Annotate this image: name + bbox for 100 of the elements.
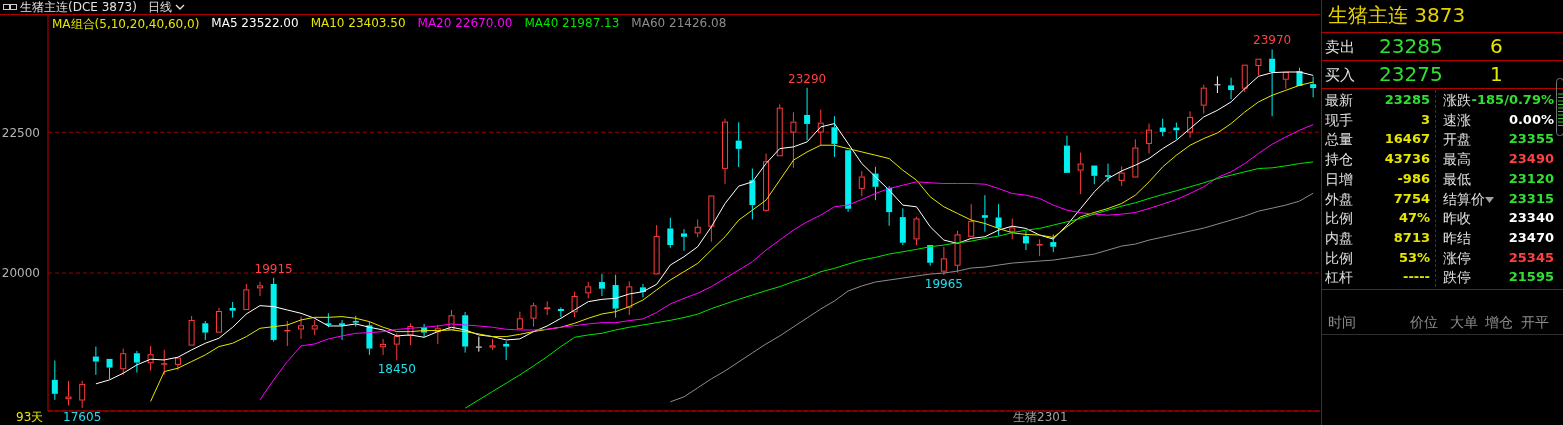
text: 16467 (1384, 130, 1430, 149)
text: 涨跌 (1443, 91, 1471, 109)
candlestick (1159, 118, 1166, 137)
annotation: 18450 (377, 362, 416, 377)
text: 卖出 (1325, 37, 1355, 57)
candlestick (1228, 77, 1235, 100)
text: 25345 (1508, 248, 1554, 267)
text: 93天 (16, 410, 44, 424)
annotation: 19915 (254, 261, 293, 276)
candlestick (1104, 163, 1111, 183)
candlestick (680, 228, 687, 252)
text: 23355 (1508, 130, 1554, 149)
candlestick (298, 316, 305, 340)
candlestick (489, 338, 496, 351)
text: 速涨 (1443, 110, 1471, 129)
text: 开盘 (1443, 130, 1471, 149)
candlestick (503, 340, 510, 361)
text: MA5 23522.00 (211, 16, 299, 32)
text: MA20 22670.00 (417, 16, 513, 32)
text: 7754 (1393, 189, 1430, 208)
text: MA40 21987.13 (524, 16, 620, 32)
text: 3 (1420, 110, 1430, 129)
candlestick (147, 345, 154, 372)
candlestick (544, 300, 551, 316)
text: 1 (1490, 62, 1503, 86)
text: 日增 (1325, 169, 1353, 188)
text: 53% (1398, 248, 1430, 267)
line-series (669, 192, 1314, 403)
candlestick (886, 185, 893, 227)
text: 21595 (1508, 268, 1554, 287)
candlestick (817, 109, 824, 147)
candlestick (229, 301, 236, 319)
chart-subtitle: 日线 (148, 0, 172, 14)
text: 23285 (1384, 91, 1430, 109)
text: MA60 21426.08 (631, 16, 727, 32)
candlestick (1077, 152, 1084, 195)
text: 开平 (1521, 313, 1549, 331)
text: 买入 (1325, 65, 1355, 85)
text: 最新 (1325, 91, 1353, 109)
chart-title: 生猪主连(DCE 3873) (20, 0, 137, 14)
candlestick (790, 111, 797, 169)
text: 结算价 (1443, 189, 1485, 208)
candlestick (557, 306, 564, 318)
text: 23315 (1508, 189, 1554, 208)
text: 6 (1490, 34, 1503, 58)
candlestick (1269, 48, 1276, 117)
candlestick (571, 291, 578, 318)
candlestick (763, 153, 770, 211)
text: 杠杆 (1325, 268, 1353, 287)
text: 生猪主连 3873 (1328, 2, 1466, 28)
candlestick (270, 277, 277, 343)
annotation: 17605 (63, 409, 102, 424)
candlestick (735, 121, 742, 168)
candlestick (899, 207, 906, 246)
legend-title: MA组合(5,10,20,40,60,0) (52, 16, 200, 33)
candlestick (598, 273, 605, 297)
candlestick (1036, 238, 1043, 257)
text: -185/0.79% (1471, 91, 1554, 109)
text: 比例 (1325, 248, 1353, 267)
candlestick (51, 360, 58, 401)
candlestick (667, 217, 674, 249)
candlestick (1022, 230, 1029, 251)
candlestick (1187, 110, 1194, 139)
candlestick (407, 322, 414, 346)
candlestick (1214, 75, 1221, 94)
text: 8713 (1393, 228, 1430, 247)
text: 跌停 (1443, 268, 1471, 287)
text: -986 (1397, 169, 1430, 188)
candlestick (202, 320, 209, 341)
candlestick (79, 380, 86, 409)
line-series (464, 161, 1314, 409)
text: 时间 (1328, 313, 1356, 331)
candlestick (858, 170, 865, 197)
text: 昨收 (1443, 209, 1471, 228)
candlestick (1146, 123, 1153, 155)
text: 昨结 (1443, 228, 1471, 247)
text: 现手 (1325, 110, 1353, 129)
y-tick-label: 22500 (1, 125, 40, 140)
candlestick (1200, 84, 1207, 115)
candlestick (722, 118, 729, 185)
text: MA10 23403.50 (310, 16, 406, 32)
text: 23340 (1508, 209, 1554, 228)
annotation: 生猪2301 (1013, 410, 1068, 424)
text: ----- (1403, 268, 1430, 287)
text: 最高 (1443, 150, 1471, 169)
text: 47% (1398, 209, 1430, 228)
text: 增仓 (1485, 313, 1513, 331)
text: 23285 (1379, 34, 1443, 58)
text: 价位 (1410, 313, 1438, 331)
candlestick (475, 336, 482, 353)
text: 涨停 (1443, 248, 1471, 267)
candlestick (133, 350, 140, 374)
text: 最低 (1443, 169, 1471, 188)
annotation: 19965 (924, 277, 963, 292)
text: 持仓 (1325, 150, 1353, 169)
text: 0.00% (1508, 110, 1554, 129)
candlestick (981, 194, 988, 233)
text: 总量 (1325, 130, 1353, 149)
candlestick (339, 319, 346, 341)
candlestick (92, 346, 99, 376)
